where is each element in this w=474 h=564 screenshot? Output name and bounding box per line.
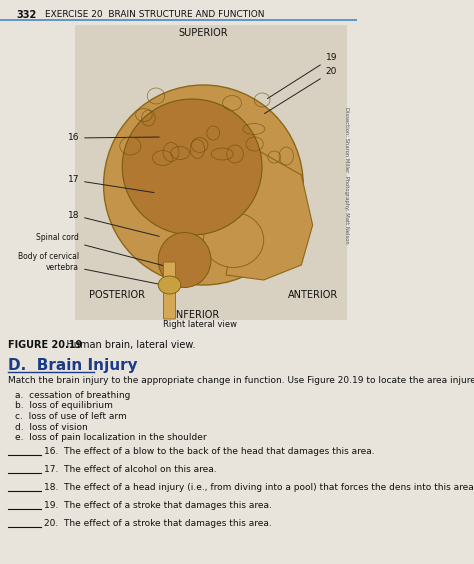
Text: 19.  The effect of a stroke that damages this area.: 19. The effect of a stroke that damages …	[44, 501, 272, 510]
Polygon shape	[226, 145, 313, 280]
Ellipse shape	[158, 276, 181, 294]
Text: b.  loss of equilibrium: b. loss of equilibrium	[15, 402, 113, 411]
Text: Human brain, lateral view.: Human brain, lateral view.	[56, 340, 195, 350]
Text: 17: 17	[68, 175, 154, 192]
Ellipse shape	[104, 85, 303, 285]
Text: 332: 332	[17, 10, 37, 20]
Text: Dissection: Sharon Miller  Photography: Matt Nelson: Dissection: Sharon Miller Photography: M…	[344, 107, 349, 244]
Text: c.  loss of use of left arm: c. loss of use of left arm	[15, 412, 127, 421]
FancyBboxPatch shape	[164, 262, 175, 319]
Text: e.  loss of pain localization in the shoulder: e. loss of pain localization in the shou…	[15, 433, 207, 442]
Text: 16: 16	[68, 134, 159, 143]
Text: Match the brain injury to the appropriate change in function. Use Figure 20.19 t: Match the brain injury to the appropriat…	[8, 376, 474, 385]
Text: 16.  The effect of a blow to the back of the head that damages this area.: 16. The effect of a blow to the back of …	[44, 447, 374, 456]
Text: 18: 18	[68, 210, 159, 236]
Text: EXERCISE 20  BRAIN STRUCTURE AND FUNCTION: EXERCISE 20 BRAIN STRUCTURE AND FUNCTION	[45, 10, 264, 19]
Text: 20.  The effect of a stroke that damages this area.: 20. The effect of a stroke that damages …	[44, 519, 272, 528]
Text: d.  loss of vision: d. loss of vision	[15, 422, 88, 431]
Text: 18.  The effect of a head injury (i.e., from diving into a pool) that forces the: 18. The effect of a head injury (i.e., f…	[44, 483, 474, 492]
Text: POSTERIOR: POSTERIOR	[89, 290, 145, 300]
FancyBboxPatch shape	[75, 25, 346, 320]
Ellipse shape	[158, 232, 211, 288]
Text: Right lateral view: Right lateral view	[163, 320, 237, 329]
Text: a.  cessation of breathing: a. cessation of breathing	[15, 391, 130, 400]
Text: INFERIOR: INFERIOR	[173, 310, 219, 320]
Ellipse shape	[203, 213, 264, 267]
Text: SUPERIOR: SUPERIOR	[179, 28, 228, 38]
Text: FIGURE 20.19: FIGURE 20.19	[8, 340, 82, 350]
Text: 17.  The effect of alcohol on this area.: 17. The effect of alcohol on this area.	[44, 465, 216, 474]
Text: D.  Brain Injury: D. Brain Injury	[8, 358, 137, 373]
Text: ANTERIOR: ANTERIOR	[288, 290, 338, 300]
Text: 20: 20	[264, 68, 337, 113]
Text: 19: 19	[267, 54, 337, 99]
Ellipse shape	[122, 99, 262, 235]
Text: Spinal cord: Spinal cord	[36, 233, 166, 266]
Text: Body of cervical
vertebra: Body of cervical vertebra	[18, 252, 171, 287]
